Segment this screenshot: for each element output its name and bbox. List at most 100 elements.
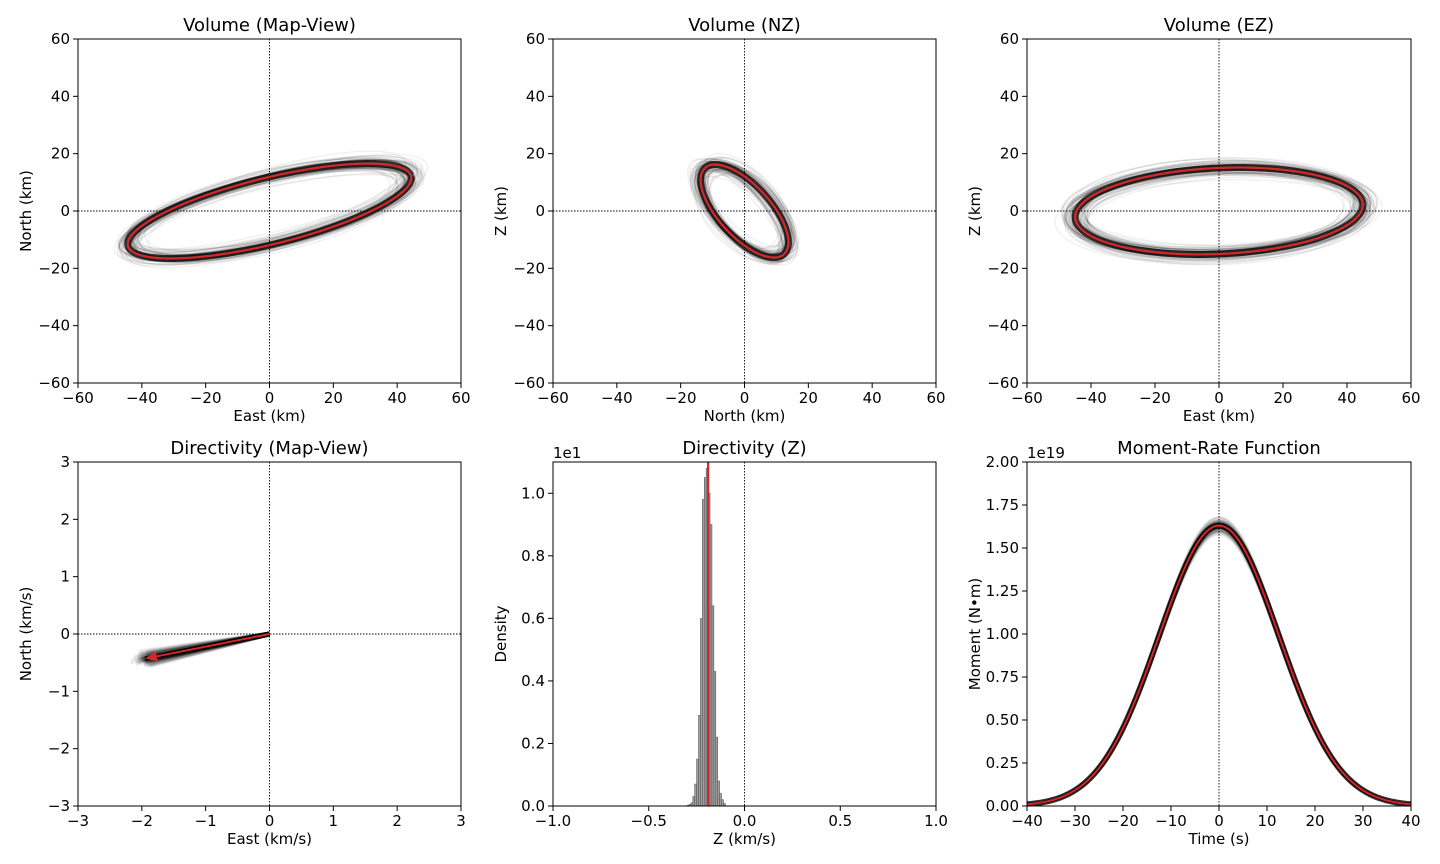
x-tick-label: −20 [1139, 389, 1171, 407]
panel-title: Directivity (Map-View) [170, 438, 368, 459]
x-tick-label: −20 [190, 389, 222, 407]
ensemble-curve [1071, 163, 1371, 262]
x-tick-label: 30 [1353, 812, 1372, 830]
x-tick-label: −40 [126, 389, 158, 407]
ensemble-curve [1061, 156, 1375, 261]
y-tick-label: 0.0 [521, 797, 545, 815]
y-axis-label: North (km/s) [17, 587, 35, 682]
ensemble-curve [702, 169, 795, 256]
ensemble-curve [1027, 519, 1411, 806]
panel-volume-nz: Volume (NZ) North (km) Z (km) −60 −40 −20 0… [492, 15, 946, 425]
x-tick-label: −40 [601, 389, 633, 407]
plot-area [1027, 462, 1411, 806]
y-tick-label: 0 [60, 202, 70, 220]
ensemble-curve [701, 169, 784, 264]
ensemble-curve [1081, 161, 1365, 260]
panel-title: Volume (EZ) [1164, 15, 1274, 36]
y-offset-text: 1e19 [1027, 444, 1065, 462]
y-axis-label: Z (km) [966, 186, 984, 236]
ensemble-curve [702, 152, 796, 254]
ensemble-curve [1086, 176, 1359, 253]
ensemble-curve [118, 154, 418, 260]
ensemble-curve [1027, 519, 1411, 806]
best-fit-arrow-shaft [156, 633, 270, 658]
ensemble-curve [1027, 530, 1411, 806]
ensemble-curve [704, 169, 786, 263]
x-tick-label: −10 [1155, 812, 1187, 830]
plot-area [78, 39, 461, 383]
ensemble-curve [1079, 178, 1367, 257]
plot-area [553, 39, 936, 383]
best-fit-curve [1027, 524, 1411, 806]
x-tick-label: 40 [388, 389, 407, 407]
x-axis-label: Z (km/s) [713, 830, 776, 848]
x-axis-label: East (km/s) [227, 830, 312, 848]
y-tick-label: 0.8 [521, 547, 545, 565]
best-fit-ellipse [699, 163, 790, 259]
x-tick-label: 3 [456, 812, 466, 830]
y-tick-label: −40 [38, 317, 70, 335]
x-tick-label: −40 [1075, 389, 1107, 407]
best-fit-arrow-head [145, 651, 158, 662]
y-tick-label: 0 [535, 202, 545, 220]
panel-title: Moment-Rate Function [1117, 438, 1321, 459]
histogram-bar [715, 736, 718, 806]
ensemble-curve [1027, 530, 1411, 806]
y-axis-label: Density [492, 605, 510, 662]
x-tick-label: 0.5 [828, 812, 852, 830]
x-tick-label: −20 [1107, 812, 1139, 830]
y-tick-label: 20 [51, 145, 70, 163]
x-tick-label: 40 [1337, 389, 1356, 407]
plot-area [78, 462, 461, 806]
y-tick-label: 20 [1000, 145, 1019, 163]
y-tick-label: 1.75 [986, 496, 1019, 514]
ensemble-curve [1083, 163, 1368, 250]
x-tick-label: 0 [1214, 389, 1224, 407]
x-tick-label: 20 [324, 389, 343, 407]
y-tick-label: 0.6 [521, 609, 545, 627]
x-tick-label: 0.0 [733, 812, 757, 830]
x-tick-label: 20 [799, 389, 818, 407]
x-axis-label: Time (s) [1188, 830, 1250, 848]
y-tick-label: −1 [48, 682, 70, 700]
x-tick-label: 0 [1214, 812, 1224, 830]
x-tick-label: −0.5 [631, 812, 667, 830]
panel-directivity-z: Directivity (Z) Z (km/s) Density 1e1 −1.… [492, 438, 948, 848]
x-tick-label: 0 [740, 389, 750, 407]
ensemble-curve [1085, 172, 1356, 252]
x-tick-label: −20 [665, 389, 697, 407]
panel-volume-ez: Volume (EZ) East (km) Z (km) −60 −40 −20 0 2… [966, 15, 1421, 425]
y-tick-label: −60 [513, 374, 545, 392]
y-tick-label: 0.2 [521, 734, 545, 752]
ensemble-curve [118, 166, 416, 265]
panel-title: Directivity (Z) [682, 438, 806, 459]
y-tick-label: −20 [987, 259, 1019, 277]
x-tick-label: 1.0 [924, 812, 948, 830]
y-tick-label: 2 [60, 510, 70, 528]
panel-moment-rate-function: Moment-Rate Function Time (s) Moment (N•… [966, 438, 1421, 848]
x-tick-label: 60 [451, 389, 470, 407]
histogram-bars [686, 467, 726, 806]
ensemble-curve [694, 160, 785, 266]
y-tick-label: 1 [60, 568, 70, 586]
y-tick-label: 0.00 [986, 797, 1019, 815]
ensemble-curve [687, 158, 780, 260]
ensemble-curve [1086, 171, 1344, 251]
ensemble-curve [1086, 171, 1354, 253]
x-tick-label: 10 [1257, 812, 1276, 830]
y-tick-label: −20 [513, 259, 545, 277]
ensemble-curve [133, 167, 408, 263]
y-tick-label: −20 [38, 259, 70, 277]
ensemble-curve [120, 155, 415, 267]
histogram-bar [721, 799, 724, 806]
x-tick-label: −30 [1059, 812, 1091, 830]
x-tick-label: 60 [926, 389, 945, 407]
ensemble-curve [709, 168, 783, 260]
y-tick-label: 0.75 [986, 668, 1019, 686]
ensemble-curve [1027, 519, 1411, 806]
y-tick-label: 60 [51, 30, 70, 48]
y-axis-label: Moment (N•m) [966, 578, 984, 691]
x-tick-label: −1.0 [535, 812, 571, 830]
y-tick-label: 40 [1000, 87, 1019, 105]
y-tick-label: −40 [987, 317, 1019, 335]
